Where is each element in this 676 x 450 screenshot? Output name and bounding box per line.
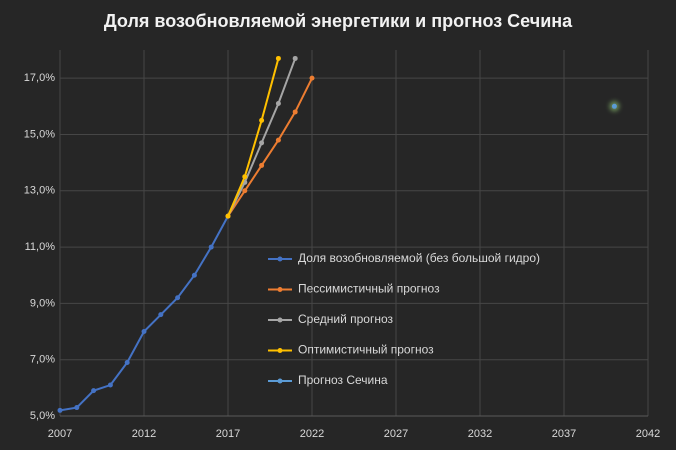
marker [57, 407, 63, 413]
marker [74, 405, 80, 411]
legend: Доля возобновляемой (без большой гидро) П… [268, 251, 540, 387]
series-line [227, 58, 280, 217]
marker [275, 137, 281, 143]
marker [175, 295, 181, 301]
x-tick-label: 2032 [468, 428, 492, 440]
y-tick-label: 11,0% [25, 241, 56, 253]
y-tick-label: 7,0% [30, 354, 55, 366]
legend-marker [277, 256, 283, 262]
legend-label: Пессимистичный прогноз [298, 282, 440, 296]
legend-label: Прогноз Сечина [298, 373, 388, 387]
marker [611, 103, 617, 109]
marker [158, 312, 164, 318]
legend-label: Средний прогноз [298, 312, 394, 326]
y-tick-label: 17,0% [24, 72, 55, 84]
y-tick-label: 5,0% [30, 410, 55, 422]
marker [292, 109, 298, 115]
legend-label: Доля возобновляемой (без большой гидро) [298, 251, 540, 265]
marker [292, 55, 298, 61]
marker [275, 55, 281, 61]
x-tick-label: 2037 [552, 428, 576, 440]
legend-marker [277, 287, 283, 292]
marker [141, 329, 147, 335]
y-tick-label: 13,0% [24, 185, 55, 197]
x-tick-label: 2022 [300, 428, 324, 440]
marker [107, 382, 113, 388]
y-tick-label: 9,0% [30, 297, 55, 309]
marker [259, 117, 265, 123]
x-tick-label: 2017 [216, 428, 240, 440]
marker [309, 75, 315, 81]
chart-title: Доля возобновляемой энергетики и прогноз… [104, 11, 573, 31]
marker [208, 244, 214, 250]
marker [225, 213, 231, 219]
marker [259, 162, 265, 168]
marker [124, 360, 130, 366]
legend-label: Оптимистичный прогноз [298, 343, 434, 357]
legend-marker [277, 378, 283, 384]
marker [91, 388, 97, 394]
marker [242, 174, 248, 180]
legend-marker [277, 317, 283, 323]
series-line [227, 77, 313, 217]
marker [275, 100, 281, 106]
marker [259, 140, 265, 146]
x-tick-label: 2012 [132, 428, 156, 440]
x-tick-label: 2027 [384, 428, 408, 440]
y-tick-label: 15,0% [24, 128, 55, 140]
legend-marker [277, 348, 283, 353]
x-tick-label: 2042 [636, 428, 660, 440]
x-tick-label: 2007 [48, 428, 72, 440]
marker [242, 188, 248, 194]
marker [191, 272, 197, 278]
